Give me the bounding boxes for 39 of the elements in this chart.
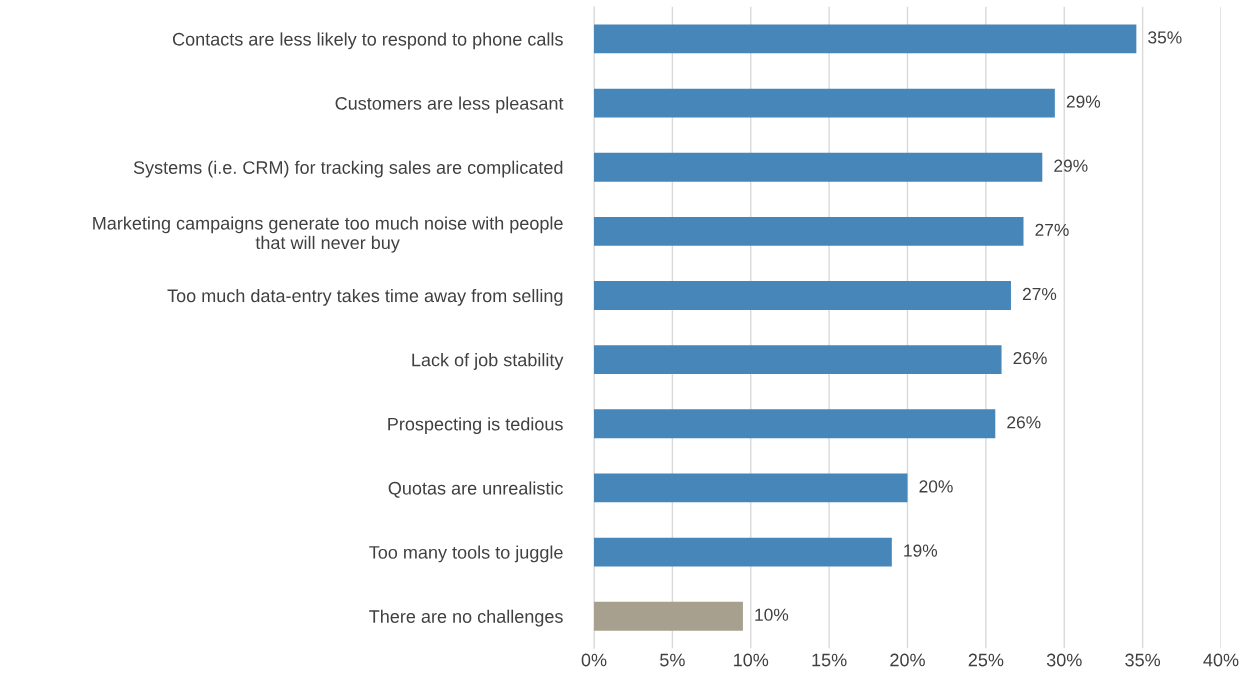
y-tick-label: There are no challenges (369, 609, 563, 627)
data-label: 29% (1054, 159, 1088, 172)
bar (594, 345, 1002, 375)
x-tick-label: 25% (968, 653, 1004, 667)
bar (594, 152, 1043, 182)
data-label: 35% (1148, 31, 1182, 44)
x-tick-label: 30% (1046, 653, 1082, 667)
x-tick-label: 5% (660, 653, 685, 667)
x-tick-label: 20% (890, 653, 925, 667)
bar (594, 281, 1011, 310)
data-label: 19% (904, 544, 938, 557)
bar (594, 24, 1137, 54)
data-label: 27% (1035, 223, 1069, 236)
y-tick-label: Marketing campaigns generate too much noise with people that will never buy (93, 216, 563, 253)
y-tick-label: Systems (i.e. CRM) for tracking sales are complicated (133, 160, 563, 178)
y-tick-label: Quotas are unrealistic (388, 481, 563, 498)
bar (594, 409, 996, 439)
y-tick-label: Customers are less pleasant (335, 96, 564, 114)
data-label: 27% (1022, 287, 1057, 301)
x-tick-label: 0% (581, 653, 607, 667)
y-tick-label: Contacts are less likely to respond to phone calls (172, 32, 563, 50)
x-tick-label: 35% (1125, 653, 1161, 667)
bar (594, 216, 1024, 246)
x-tick-label: 10% (734, 653, 769, 667)
data-label: 10% (755, 608, 789, 621)
bar (594, 88, 1055, 118)
bar (594, 537, 892, 567)
x-tick-label: 40% (1203, 653, 1239, 667)
y-tick-label: Lack of job stability (412, 353, 564, 370)
data-label: 26% (1013, 352, 1047, 365)
y-tick-label: Prospecting is tedious (388, 417, 563, 435)
y-tick-label: Too much data-entry takes time away from selling (167, 288, 563, 306)
x-tick-label: 15% (812, 653, 847, 667)
bar (594, 601, 743, 631)
bar (594, 473, 908, 503)
data-label: 20% (919, 480, 953, 493)
data-label: 26% (1007, 416, 1041, 429)
data-label: 29% (1066, 95, 1101, 108)
y-tick-label: Too many tools to juggle (369, 545, 563, 563)
